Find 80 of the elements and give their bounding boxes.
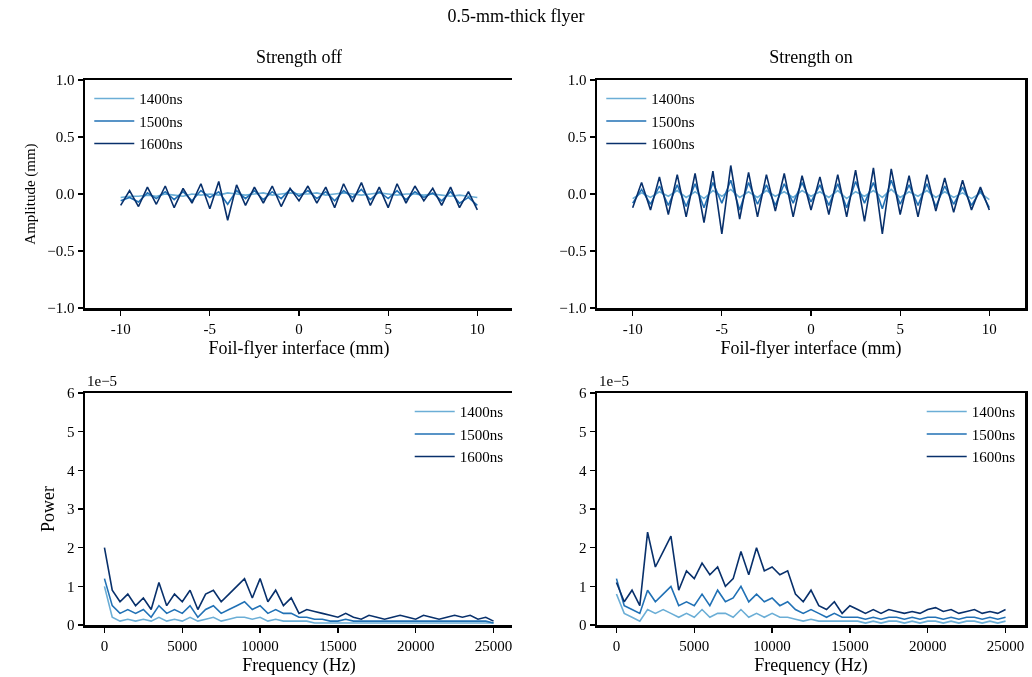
y-tick-label: 1.0 [55,72,75,89]
x-tick-label: 0 [807,320,815,337]
y-tick-label: 1.0 [567,72,587,89]
line-series [631,188,991,201]
y-tick-label: 6 [579,385,587,402]
y-tick-label: 0.0 [55,186,75,203]
x-tick-label: 0 [295,320,303,337]
x-tick-label: 25000 [474,637,513,654]
x-tick-label: -5 [203,320,217,337]
x-tick-label: 25000 [986,637,1025,654]
y-tick-label: 0.5 [55,129,75,146]
x-tick-label: 15000 [319,637,357,654]
x-tick-label: 10000 [241,637,279,654]
chart-title: Strength on [769,46,853,67]
x-tick-label: 5000 [167,637,198,654]
y-tick-label: 3 [579,501,587,518]
legend-label: 1500ns [651,113,695,130]
x-axis-title: Frequency (Hz) [242,654,356,676]
x-tick-label: 10000 [753,637,791,654]
legend-label: 1400ns [971,404,1016,421]
legend-label: 1500ns [971,426,1016,443]
y-tick-label: 0 [579,617,587,634]
line-series [631,164,991,235]
y-tick-label: 2 [67,539,75,556]
legend-label: 1600ns [971,449,1016,466]
legend-label: 1600ns [139,136,183,153]
line-series [119,188,479,207]
y-tick-label: −0.5 [47,243,75,260]
x-axis-title: Frequency (Hz) [754,654,868,676]
x-tick-label: 10 [981,320,997,337]
line-series [631,179,991,211]
y-tick-label: 5 [67,423,75,440]
legend-label: 1400ns [139,91,183,108]
line-series [103,585,495,624]
x-tick-label: -10 [622,320,643,337]
legend-label: 1500ns [459,426,504,443]
chart-subtitle: 0.5-mm-thick flyer [446,6,586,27]
x-tick-label: -10 [110,320,131,337]
text: 1e−5 [599,373,630,389]
x-tick-label: 0 [100,637,109,654]
x-axis-title: Foil-flyer interface (mm) [720,337,902,359]
legend-label: 1500ns [139,113,183,130]
x-tick-label: 0 [612,637,621,654]
y-tick-label: 2 [579,539,587,556]
x-tick-label: 5000 [679,637,710,654]
x-tick-label: 5 [384,320,392,337]
x-tick-label: 10 [469,320,485,337]
x-tick-label: 5 [896,320,904,337]
legend-label: 1400ns [651,91,695,108]
x-tick-label: 15000 [831,637,869,654]
chart-title: Strength off [255,46,343,67]
text: 1e−5 [87,373,118,389]
line-series [615,531,1007,615]
y-tick-label: −0.5 [559,243,587,260]
y-tick-label: 5 [579,423,587,440]
y-axis-title: Power [37,486,58,532]
y-tick-label: 0.5 [567,129,587,146]
x-tick-label: 20000 [396,637,435,654]
y-tick-label: 0.0 [567,186,587,203]
y-tick-label: 1 [579,578,587,595]
y-tick-label: 0 [67,617,75,634]
x-axis-title: Foil-flyer interface (mm) [208,337,390,359]
line-series [103,546,495,622]
y-tick-label: −1.0 [47,300,75,317]
y-tick-label: −1.0 [559,300,587,317]
line-series [615,593,1007,624]
line-series [103,577,495,624]
y-tick-label: 4 [579,462,587,479]
y-axis-title: Amplitude (mm) [22,143,40,245]
x-tick-label: -5 [715,320,729,337]
y-tick-label: 4 [67,462,75,479]
line-series [615,577,1007,620]
legend-label: 1400ns [459,404,504,421]
y-tick-label: 1 [67,578,75,595]
line-series [119,180,479,222]
legend-label: 1600ns [459,449,504,466]
x-tick-label: 20000 [908,637,947,654]
legend-label: 1600ns [651,136,695,153]
y-tick-label: 6 [67,385,75,402]
y-tick-label: 3 [67,501,75,518]
